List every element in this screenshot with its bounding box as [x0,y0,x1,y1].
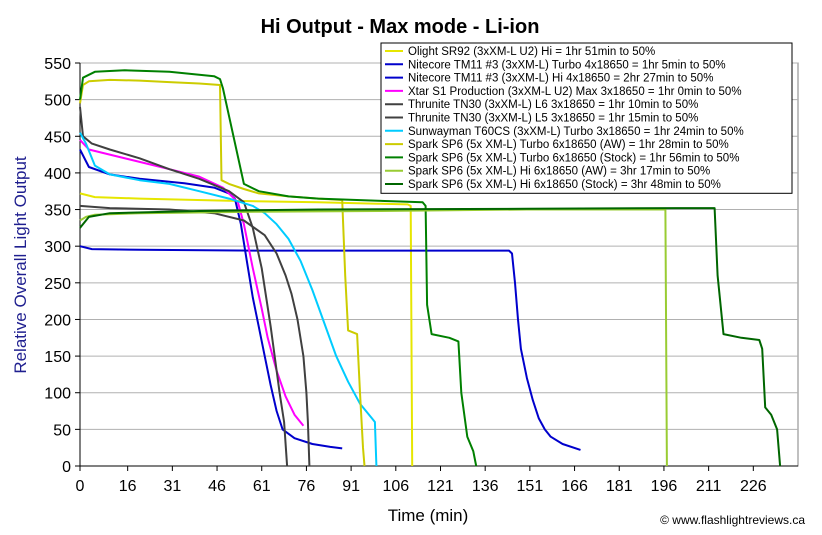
series-line-8 [79,78,366,467]
chart-title: Hi Output - Max mode - Li-ion [261,16,540,38]
legend-entry-label: Spark SP6 (5x XM-L) Hi 6x18650 (AW) = 3h… [408,166,710,178]
series-lines [79,69,782,467]
series-line-6 [79,204,311,467]
y-tick-label: 550 [44,56,71,73]
x-tick-label: 91 [342,478,360,495]
y-tick-label: 500 [44,93,71,110]
legend-entry-label: Nitecore TM11 #3 (3xXM-L) Hi 4x18650 = 2… [408,73,713,85]
y-tick-label: 150 [44,349,71,366]
x-axis-ticks: 0 16 31 46 61 76 91 106 121 136 151 166 181 196 211 226 [76,465,798,495]
x-tick-label: 16 [119,478,137,495]
y-tick-label: 400 [44,166,71,183]
series-line-9 [79,69,478,467]
x-tick-label: 136 [472,478,499,495]
x-axis-label: Time (min) [388,506,469,525]
legend: Olight SR92 (3xXM-L U2) Hi = 1hr 51min t… [380,42,793,194]
x-tick-label: 181 [606,478,633,495]
legend-entry-label: Spark SP6 (5x XM-L) Turbo 6x18650 (Stock… [408,152,739,164]
x-tick-label: 151 [517,478,544,495]
credit-text: © www.flashlightreviews.ca [660,513,805,527]
x-tick-label: 61 [253,478,271,495]
legend-entry-label: Olight SR92 (3xXM-L U2) Hi = 1hr 51min t… [408,46,655,58]
x-tick-label: 46 [208,478,226,495]
x-tick-label: 166 [561,478,588,495]
x-tick-label: 106 [382,478,409,495]
y-tick-label: 250 [44,276,71,293]
x-tick-label: 211 [696,478,722,495]
y-tick-label: 300 [44,239,71,256]
legend-entry-label: Sunwayman T60CS (3xXM-L) Turbo 3x18650 =… [408,126,744,138]
x-tick-label: 226 [740,478,767,495]
x-tick-label: 31 [163,478,181,495]
y-tick-label: 100 [44,386,71,403]
series-line-5 [79,106,289,467]
x-tick-label: 0 [76,478,85,495]
y-tick-label: 350 [44,203,71,220]
series-line-1 [79,192,414,467]
legend-entry-label: Thrunite TN30 (3xXM-L) L5 3x18650 = 1hr … [408,113,698,125]
series-line-11 [79,207,782,467]
series-line-3 [79,245,581,451]
y-tick-label: 0 [62,459,71,476]
y-axis-label: Relative Overall Light Output [11,156,30,374]
legend-entry-label: Nitecore TM11 #3 (3xXM-L) Turbo 4x18650 … [408,59,726,71]
legend-entry-label: Spark SP6 (5x XM-L) Hi 6x18650 (Stock) =… [408,179,721,191]
y-tick-label: 200 [44,312,71,329]
y-tick-label: 450 [44,129,71,146]
legend-entry-label: Spark SP6 (5x XM-L) Turbo 6x18650 (AW) =… [408,139,729,151]
legend-box [380,42,793,194]
x-tick-label: 76 [298,478,316,495]
legend-entry-label: Thrunite TN30 (3xXM-L) L6 3x18650 = 1hr … [408,99,698,111]
y-axis-ticks: 0 50 100 150 200 250 300 350 400 450 500 550 [44,56,81,476]
x-tick-label: 196 [651,478,678,495]
y-tick-label: 50 [53,422,71,439]
series-line-4 [79,139,305,427]
legend-entry-label: Xtar S1 Production (3xXM-L U2) Max 3x186… [408,86,742,98]
series-line-2 [79,149,343,450]
x-tick-label: 121 [427,478,454,495]
series-line-7 [79,132,378,467]
